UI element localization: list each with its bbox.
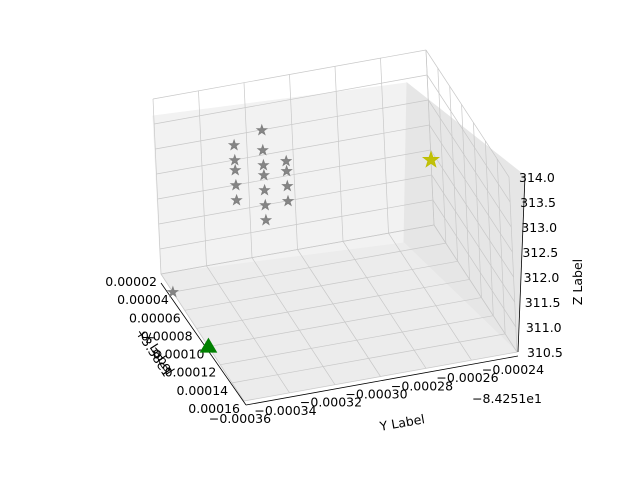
- data-points: [166, 123, 441, 353]
- data-point: [279, 154, 293, 167]
- back-grid-line: [437, 68, 447, 244]
- back-grid-line: [154, 74, 428, 125]
- back-grid-line: [152, 49, 427, 100]
- z-axis-title: Z Label: [570, 259, 585, 305]
- y-axis-title: Y Label: [378, 411, 426, 434]
- x-tick-label: 0.00008: [141, 328, 193, 343]
- data-point: [259, 213, 273, 226]
- z-tick-label: 312.5: [522, 245, 558, 260]
- back-grid-line: [156, 124, 430, 175]
- side-grid-line: [430, 149, 514, 278]
- z-tick-label: 313.5: [520, 195, 556, 210]
- data-point: [280, 164, 293, 177]
- data-point: [255, 123, 269, 136]
- x-tick-label: 0.00004: [117, 292, 169, 307]
- back-grid-line: [461, 104, 470, 280]
- back-grid-line: [157, 149, 431, 200]
- y-tick-label: −0.00026: [436, 370, 498, 385]
- back-grid-line: [449, 86, 459, 262]
- axis-lines: [160, 175, 526, 406]
- y-tick-label: −0.00034: [254, 403, 316, 418]
- data-point: [199, 337, 218, 353]
- z-tick-label: 314.0: [519, 170, 555, 185]
- side-grid-line: [431, 174, 516, 303]
- side-grid-line: [427, 99, 512, 228]
- grid-lines: [152, 49, 518, 402]
- side-grid-line: [433, 224, 518, 353]
- data-point: [257, 158, 270, 171]
- data-point: [166, 285, 179, 298]
- back-grid-line: [508, 176, 518, 353]
- x-tick-label: 0.00012: [165, 365, 217, 380]
- x-tick-label: 0.00010: [153, 347, 205, 362]
- data-point: [421, 150, 441, 168]
- back-grid-line: [484, 140, 494, 316]
- back-grid-line: [155, 99, 429, 150]
- data-point: [257, 168, 270, 181]
- z-tick-label: 311.5: [525, 295, 561, 310]
- data-point: [229, 178, 243, 191]
- y-tick-label: −0.00028: [391, 378, 453, 393]
- y-tick-label: −0.00030: [345, 387, 407, 402]
- side-grid-line: [429, 124, 513, 253]
- floor-grid-line: [206, 265, 290, 394]
- data-point: [228, 153, 241, 166]
- back-grid-line: [159, 199, 433, 250]
- back-grid-line: [160, 224, 435, 275]
- side-grid-line: [426, 74, 511, 203]
- y-axis-offset-label: −8.4251e1: [472, 391, 542, 406]
- back-grid-line: [289, 74, 298, 250]
- data-point: [229, 163, 242, 176]
- floor-grid-line: [251, 257, 336, 385]
- back-grid-line: [243, 82, 253, 258]
- x-tick-label: 0.00014: [176, 383, 228, 398]
- back-grid-line: [152, 98, 162, 275]
- back-grid-line: [158, 174, 432, 225]
- back-grid-line: [473, 122, 482, 298]
- data-point: [230, 193, 243, 206]
- data-point: [259, 198, 272, 211]
- x-tick-label: 0.00002: [105, 274, 157, 289]
- back-grid-line: [380, 58, 389, 234]
- data-point: [227, 138, 241, 151]
- y-tick-label: −0.00036: [209, 411, 271, 426]
- data-point: [281, 194, 295, 207]
- z-tick-label: 311.0: [526, 320, 562, 335]
- back-grid-line: [496, 158, 506, 334]
- side-grid-line: [432, 199, 517, 328]
- x-tick-label: 0.00016: [188, 401, 240, 416]
- floor-grid-line: [388, 232, 472, 361]
- z-tick-label: 313.0: [521, 220, 557, 235]
- z-tick-label: 312.0: [524, 270, 560, 285]
- x-tick-label: 0.00006: [129, 310, 181, 325]
- data-point: [281, 179, 294, 192]
- y-tick-label: −0.00024: [482, 362, 544, 377]
- back-grid-line: [425, 49, 435, 226]
- data-point: [258, 183, 271, 196]
- floor-grid-line: [297, 249, 381, 377]
- back-wall-pane: [152, 82, 408, 275]
- back-grid-line: [198, 90, 207, 266]
- y-tick-label: −0.00032: [300, 395, 362, 410]
- side-grid-line: [425, 49, 510, 178]
- back-grid-line: [334, 66, 344, 242]
- tick-labels: 0.00002 0.00004 0.00006 0.00008 0.00010 0.000…: [105, 170, 563, 426]
- z-tick-label: 310.5: [527, 345, 563, 360]
- data-point: [256, 143, 269, 156]
- floor-grid-line: [342, 241, 427, 369]
